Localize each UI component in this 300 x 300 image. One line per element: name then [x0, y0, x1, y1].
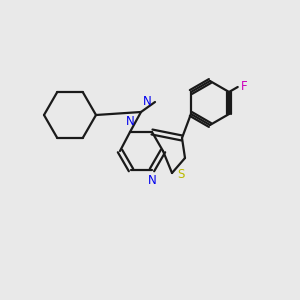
Text: F: F [241, 80, 247, 94]
Text: N: N [143, 95, 152, 108]
Text: N: N [126, 115, 134, 128]
Text: N: N [148, 174, 156, 187]
Text: S: S [177, 169, 184, 182]
